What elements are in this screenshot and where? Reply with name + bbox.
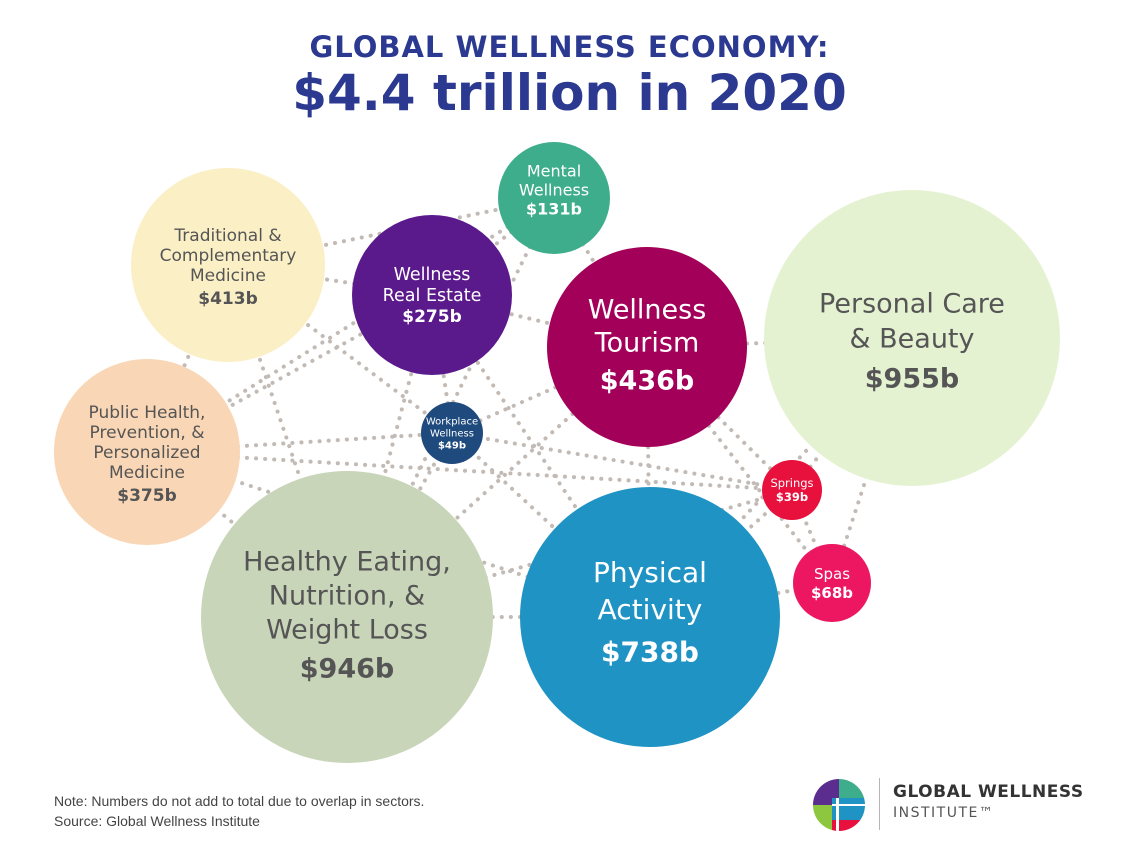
logo-divider — [879, 778, 880, 830]
bubble-value-label: $436b — [600, 365, 694, 396]
bubble-label: Wellness — [519, 181, 589, 200]
bubble-label: Physical — [593, 556, 707, 589]
bubble-circle — [352, 215, 512, 375]
bubble-label: Healthy Eating, — [243, 546, 451, 577]
bubble: Spas$68b — [793, 544, 871, 622]
title-line-2: $4.4 trillion in 2020 — [292, 64, 847, 122]
bubble-circle — [421, 402, 483, 464]
connector-line — [145, 263, 230, 454]
bubble-label: Wellness — [430, 429, 474, 440]
bubble-label: Wellness — [588, 294, 707, 325]
bubble-label: Traditional & — [173, 226, 281, 246]
title-line-1: GLOBAL WELLNESS ECONOMY: — [309, 30, 830, 64]
bubble-value-label: $49b — [438, 441, 466, 452]
bubble-value-label: $955b — [865, 364, 959, 395]
bubble: Springs$39b — [762, 460, 822, 520]
bubble-circle — [520, 487, 780, 747]
bubble-value-label: $738b — [601, 635, 699, 668]
bubble-label: Medicine — [190, 266, 266, 286]
bubble-circle — [547, 247, 747, 447]
bubble-label: Weight Loss — [266, 614, 428, 645]
bubble-value-label: $68b — [811, 584, 853, 602]
bubble-circle — [131, 168, 325, 362]
logo-wordmark-line-2: INSTITUTE™ — [893, 805, 995, 821]
bubble-value-label: $375b — [117, 486, 176, 506]
bubble-label: & Beauty — [850, 323, 975, 354]
connector-line — [645, 345, 794, 492]
bubble: Physical Activity $738b — [520, 487, 780, 747]
connector-line — [145, 431, 454, 454]
bubble-label: Wellness — [394, 265, 471, 285]
bubble: Healthy Eating,Nutrition, &Weight Loss $9… — [201, 471, 493, 763]
connector-line — [145, 450, 794, 492]
bubble-value-label: $946b — [300, 654, 394, 685]
bubble-label: Personalized — [93, 443, 200, 463]
bubble-circle — [498, 142, 610, 254]
bubble-label: Mental — [527, 162, 581, 181]
bubble-label: Tourism — [594, 327, 700, 358]
connector-line — [450, 431, 794, 492]
logo-wordmark-line-1: GLOBAL WELLNESS — [893, 782, 1084, 802]
bubble-circle — [54, 359, 240, 545]
bubble: Public Health,Prevention, &PersonalizedM… — [54, 359, 240, 545]
bubble-label: Real Estate — [383, 286, 482, 306]
bubble-label: Workplace — [426, 417, 478, 428]
bubble-label: Springs — [770, 476, 813, 490]
bubble-value-label: $39b — [776, 490, 808, 504]
bubble-label: Prevention, & — [90, 423, 205, 443]
bubble-group: Traditional &ComplementaryMedicine$413bM… — [54, 142, 1060, 763]
source-text: Source: Global Wellness Institute — [54, 813, 260, 829]
bubble-label: Medicine — [109, 463, 185, 483]
note-text: Note: Numbers do not add to total due to… — [54, 793, 425, 809]
bubble-circle — [762, 460, 822, 520]
bubble-label: Personal Care — [819, 288, 1005, 319]
bubble-label: Activity — [598, 593, 703, 626]
bubble-value-label: $131b — [526, 200, 582, 219]
connector-line — [345, 431, 454, 619]
bubble: Personal Care & Beauty $955b — [764, 190, 1060, 486]
connector-line — [450, 431, 652, 619]
bubble-circle — [201, 471, 493, 763]
bubble-circle — [764, 190, 1060, 486]
bubble-label: Spas — [814, 565, 850, 583]
gwi-logo-icon — [813, 779, 865, 831]
bubble-value-label: $275b — [402, 307, 461, 327]
bubble-label: Complementary — [160, 246, 297, 266]
bubble-circle — [793, 544, 871, 622]
bubble-value-label: $413b — [198, 289, 257, 309]
bubble-label: Nutrition, & — [269, 580, 425, 611]
bubble-label: Public Health, — [89, 403, 206, 423]
